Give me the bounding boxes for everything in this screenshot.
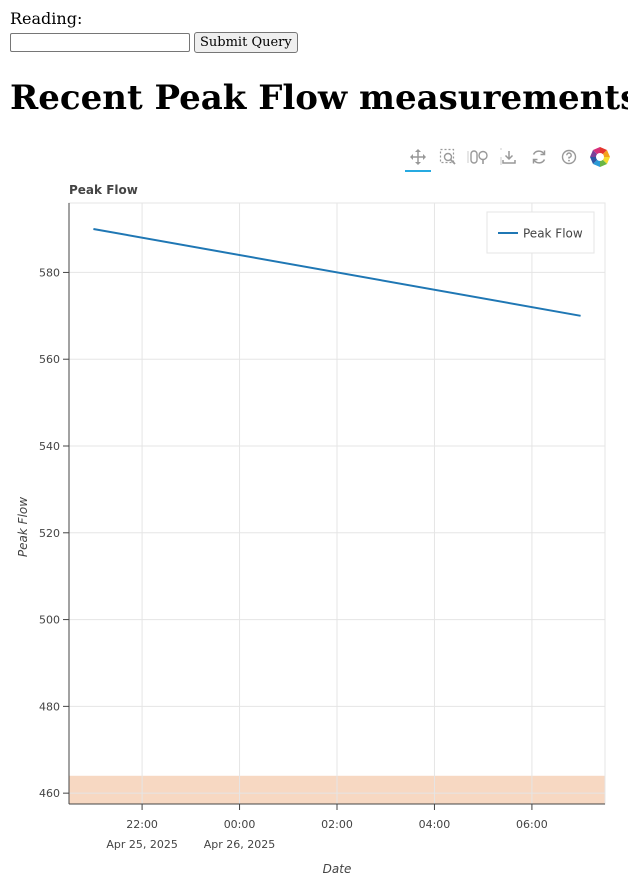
x-tick-date-label: Apr 26, 2025 [204, 838, 276, 851]
peak-flow-chart[interactable]: 460 480 500 520 540 560 580 22:00 Apr 25, 2025 00… [0, 175, 628, 892]
plot-area: 460 480 500 520 540 560 580 22:00 Apr 25, 2025 00… [39, 202, 606, 851]
box-zoom-tool-button[interactable] [433, 144, 463, 170]
reading-input[interactable] [10, 33, 190, 52]
x-tick-label: 04:00 [419, 818, 451, 831]
x-tick-label: 06:00 [516, 818, 548, 831]
reading-form: Reading: Submit Query [10, 9, 298, 53]
legend-label-peak-flow: Peak Flow [523, 227, 583, 241]
help-tool-button[interactable] [554, 144, 584, 170]
page-title: Recent Peak Flow measurements: [10, 78, 628, 118]
series-line-peak-flow [93, 228, 581, 317]
legend: Peak Flow [486, 211, 595, 254]
reading-label: Reading: [10, 9, 83, 28]
reset-tool-button[interactable] [524, 144, 554, 170]
wheel-zoom-tool-icon [467, 150, 488, 164]
help-tool-icon [561, 149, 577, 165]
y-tick-label: 500 [39, 614, 60, 627]
submit-query-button[interactable]: Submit Query [194, 32, 298, 53]
x-tick-date-label: Apr 25, 2025 [106, 838, 178, 851]
y-tick-label: 580 [39, 266, 60, 279]
bokeh-logo-button[interactable] [585, 144, 615, 170]
y-tick-label: 540 [39, 440, 60, 453]
bokeh-logo-icon [590, 147, 610, 167]
reset-tool-icon [532, 150, 546, 164]
y-axis-label: Peak Flow [16, 497, 30, 557]
save-tool-button[interactable] [494, 144, 524, 170]
pan-tool-icon [410, 149, 426, 165]
y-tick-label: 520 [39, 527, 60, 540]
y-tick-label: 460 [39, 787, 60, 800]
reading-form-row: Submit Query [10, 32, 298, 53]
x-axis-label: Date [323, 862, 352, 876]
save-tool-icon [500, 148, 516, 165]
x-tick-label: 02:00 [321, 818, 353, 831]
chart-title: Peak Flow [69, 183, 138, 197]
wheel-zoom-tool-button[interactable] [463, 144, 493, 170]
x-tick-label: 22:00 [126, 818, 158, 831]
box-zoom-tool-icon [439, 148, 456, 165]
plot-toolbar [400, 144, 616, 174]
y-tick-label: 480 [39, 700, 60, 713]
y-tick-label: 560 [39, 353, 60, 366]
x-tick-label: 00:00 [224, 818, 256, 831]
pan-tool-button[interactable] [403, 144, 433, 172]
